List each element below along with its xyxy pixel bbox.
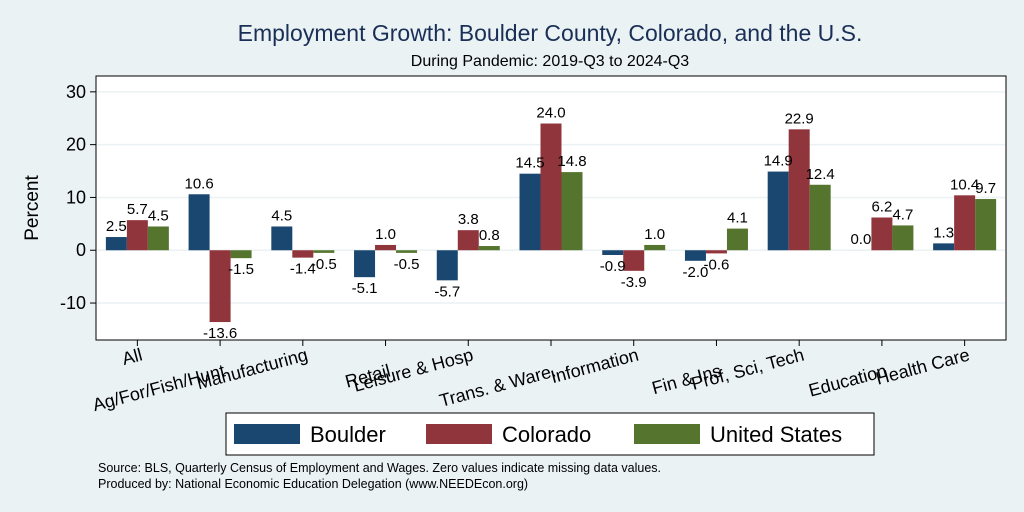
bar-boulder-all — [105, 237, 127, 251]
data-label-colorado-trans-ware: 24.0 — [536, 105, 565, 122]
y-tick-label: 10 — [66, 187, 86, 207]
bars — [105, 123, 997, 323]
y-tick-label: -10 — [60, 293, 86, 313]
data-label-united-states-trans-ware: 14.8 — [557, 153, 586, 170]
producer-note: Produced by: National Economic Education… — [98, 477, 528, 491]
data-label-boulder-health-care: 1.3 — [933, 224, 954, 241]
bar-colorado-retail — [375, 244, 397, 251]
x-tick-label-health-care: Health Care — [874, 345, 972, 389]
bar-colorado-information — [623, 250, 645, 271]
data-label-colorado-information: -3.9 — [621, 274, 647, 291]
legend-swatch-colorado — [426, 424, 492, 444]
bar-boulder-information — [602, 250, 624, 255]
bar-united-states-education — [892, 225, 914, 251]
x-tick-label-all: All — [120, 345, 145, 369]
legend-label-boulder: Boulder — [310, 422, 386, 447]
bar-united-states-manufacturing — [313, 250, 335, 253]
data-label-boulder-prof-sci-tech: 14.9 — [764, 153, 793, 170]
data-label-united-states-leisure-hosp: 0.8 — [479, 227, 500, 244]
legend-swatch-united-states — [634, 424, 700, 444]
bar-colorado-all — [126, 220, 148, 251]
data-label-united-states-all: 4.5 — [148, 207, 169, 224]
data-label-united-states-ag-for-fish-hunt: -1.5 — [228, 261, 254, 278]
bar-colorado-leisure-hosp — [457, 230, 479, 251]
bar-united-states-prof-sci-tech — [809, 184, 831, 251]
data-label-boulder-education: 0.0 — [850, 231, 871, 248]
data-label-united-states-prof-sci-tech: 12.4 — [806, 166, 835, 183]
legend-label-colorado: Colorado — [502, 422, 591, 447]
data-label-united-states-retail: -0.5 — [394, 256, 420, 273]
data-label-boulder-information: -0.9 — [600, 258, 626, 275]
bar-colorado-health-care — [954, 195, 976, 251]
source-note: Source: BLS, Quarterly Census of Employm… — [98, 461, 661, 475]
legend-label-united-states: United States — [710, 422, 842, 447]
x-tick-label-information: Information — [549, 345, 641, 388]
data-labels: 2.55.7 4.510.6-13.6-1.54.5-1.4-0.5-5.11.0… — [106, 105, 996, 343]
bar-united-states-ag-for-fish-hunt — [230, 250, 252, 259]
bar-united-states-all — [147, 226, 169, 251]
data-label-colorado-prof-sci-tech: 22.9 — [785, 110, 814, 127]
data-label-colorado-all: 5.7 — [127, 201, 148, 218]
data-label-boulder-leisure-hosp: -5.7 — [434, 283, 460, 300]
bar-united-states-leisure-hosp — [478, 246, 500, 251]
data-label-boulder-ag-for-fish-hunt: 10.6 — [184, 175, 213, 192]
data-label-boulder-all: 2.5 — [106, 218, 127, 235]
data-label-colorado-ag-for-fish-hunt: -13.6 — [203, 325, 237, 342]
bar-united-states-health-care — [975, 199, 997, 251]
chart-title: Employment Growth: Boulder County, Color… — [238, 20, 863, 46]
bar-colorado-trans-ware — [540, 123, 562, 251]
bar-colorado-manufacturing — [292, 250, 314, 258]
data-label-boulder-retail: -5.1 — [352, 280, 378, 297]
bar-united-states-trans-ware — [561, 172, 583, 251]
data-label-united-states-fin-ins: 4.1 — [727, 210, 748, 227]
bar-boulder-prof-sci-tech — [767, 171, 789, 251]
data-label-boulder-fin-ins: -2.0 — [683, 264, 709, 281]
y-tick-label: 0 — [76, 240, 86, 260]
x-tick-label-manufacturing: Manufacturing — [194, 345, 309, 394]
data-label-colorado-health-care: 10.4 — [950, 176, 979, 193]
data-label-colorado-education: 6.2 — [871, 199, 892, 216]
legend: Boulder Colorado United States — [225, 412, 875, 456]
bar-colorado-ag-for-fish-hunt — [209, 250, 231, 323]
bar-boulder-health-care — [933, 243, 955, 251]
bar-colorado-fin-ins — [705, 250, 727, 254]
y-tick-label: 20 — [66, 135, 86, 155]
x-tick-label-prof-sci-tech: Prof, Sci, Tech — [689, 345, 806, 394]
y-tick-label: 30 — [66, 82, 86, 102]
data-label-united-states-health-care: 9.7 — [975, 180, 996, 197]
bar-boulder-manufacturing — [271, 226, 293, 251]
bar-united-states-fin-ins — [726, 228, 748, 251]
bar-boulder-ag-for-fish-hunt — [188, 194, 210, 251]
legend-box — [225, 412, 875, 456]
data-label-boulder-manufacturing: 4.5 — [271, 207, 292, 224]
data-label-united-states-information: 1.0 — [644, 226, 665, 243]
data-label-united-states-manufacturing: -0.5 — [311, 256, 337, 273]
bar-boulder-fin-ins — [684, 250, 706, 261]
legend-swatch-boulder — [234, 424, 300, 444]
bar-boulder-leisure-hosp — [436, 250, 458, 281]
data-label-boulder-trans-ware: 14.5 — [515, 155, 544, 172]
bar-colorado-prof-sci-tech — [788, 129, 810, 251]
bar-boulder-retail — [354, 250, 376, 278]
data-label-colorado-retail: 1.0 — [375, 226, 396, 243]
chart-subtitle: During Pandemic: 2019-Q3 to 2024-Q3 — [411, 53, 689, 70]
y-axis: 30 20 10 0 -10 — [60, 76, 97, 340]
bar-united-states-information — [644, 244, 666, 251]
y-axis-label: Percent — [22, 175, 43, 241]
data-label-united-states-education: 4.7 — [892, 206, 913, 223]
bar-colorado-education — [871, 217, 893, 251]
bar-united-states-retail — [396, 250, 418, 253]
data-label-colorado-leisure-hosp: 3.8 — [458, 211, 479, 228]
bar-boulder-trans-ware — [519, 173, 541, 251]
data-label-colorado-fin-ins: -0.6 — [704, 256, 730, 273]
data-label-colorado-manufacturing: -1.4 — [290, 261, 316, 278]
